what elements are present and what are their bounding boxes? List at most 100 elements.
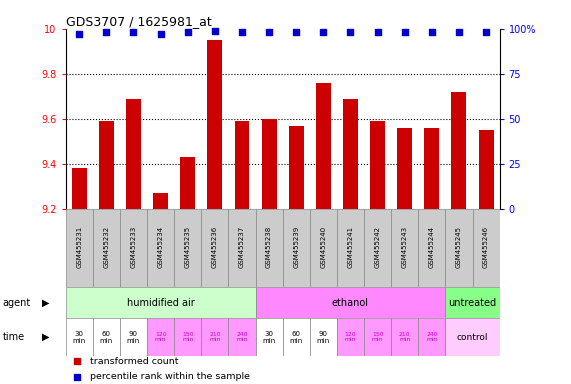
- Point: [129, 29, 138, 35]
- Text: GSM455231: GSM455231: [76, 225, 82, 268]
- Bar: [255, 287, 445, 318]
- Text: untreated: untreated: [448, 298, 497, 308]
- Bar: [424, 128, 439, 209]
- Point: [75, 31, 84, 37]
- Bar: [343, 99, 358, 209]
- Text: GSM455245: GSM455245: [456, 225, 462, 268]
- Bar: [174, 209, 202, 287]
- Bar: [235, 121, 250, 209]
- Text: 30
min: 30 min: [263, 331, 276, 344]
- Text: GDS3707 / 1625981_at: GDS3707 / 1625981_at: [66, 15, 211, 28]
- Text: GSM455238: GSM455238: [266, 225, 272, 268]
- Text: GSM455234: GSM455234: [158, 225, 164, 268]
- Bar: [309, 318, 337, 356]
- Bar: [391, 209, 418, 287]
- Bar: [202, 209, 228, 287]
- Point: [427, 29, 436, 35]
- Bar: [228, 318, 255, 356]
- Text: 30
min: 30 min: [73, 331, 86, 344]
- Point: [319, 29, 328, 35]
- Bar: [337, 209, 364, 287]
- Bar: [397, 128, 412, 209]
- Text: transformed count: transformed count: [90, 357, 178, 366]
- Point: [156, 31, 165, 37]
- Bar: [202, 318, 228, 356]
- Bar: [66, 318, 93, 356]
- Bar: [478, 130, 493, 209]
- Text: 150
min: 150 min: [372, 332, 383, 343]
- Bar: [66, 287, 255, 318]
- Bar: [445, 209, 473, 287]
- Bar: [289, 126, 304, 209]
- Text: ▶: ▶: [42, 298, 49, 308]
- Bar: [93, 209, 120, 287]
- Text: ethanol: ethanol: [332, 298, 369, 308]
- Bar: [72, 169, 87, 209]
- Bar: [147, 318, 174, 356]
- Bar: [126, 99, 141, 209]
- Bar: [207, 40, 222, 209]
- Text: GSM455244: GSM455244: [429, 225, 435, 268]
- Text: GSM455239: GSM455239: [293, 225, 299, 268]
- Text: GSM455243: GSM455243: [401, 225, 408, 268]
- Bar: [445, 287, 500, 318]
- Text: percentile rank within the sample: percentile rank within the sample: [90, 372, 250, 381]
- Text: GSM455236: GSM455236: [212, 225, 218, 268]
- Bar: [283, 209, 309, 287]
- Point: [400, 29, 409, 35]
- Bar: [93, 318, 120, 356]
- Bar: [418, 209, 445, 287]
- Text: 240
min: 240 min: [236, 332, 248, 343]
- Text: 60
min: 60 min: [289, 331, 303, 344]
- Text: 90
min: 90 min: [317, 331, 330, 344]
- Bar: [147, 209, 174, 287]
- Text: 60
min: 60 min: [100, 331, 113, 344]
- Text: 210
min: 210 min: [399, 332, 411, 343]
- Bar: [120, 209, 147, 287]
- Point: [264, 29, 274, 35]
- Text: 150
min: 150 min: [182, 332, 194, 343]
- Bar: [255, 209, 283, 287]
- Bar: [283, 318, 309, 356]
- Text: 90
min: 90 min: [127, 331, 140, 344]
- Text: ▶: ▶: [42, 332, 49, 342]
- Bar: [228, 209, 255, 287]
- Point: [373, 29, 382, 35]
- Text: agent: agent: [3, 298, 31, 308]
- Point: [183, 29, 192, 35]
- Bar: [255, 318, 283, 356]
- Text: GSM455232: GSM455232: [103, 225, 110, 268]
- Bar: [418, 318, 445, 356]
- Bar: [364, 209, 391, 287]
- Text: GSM455240: GSM455240: [320, 225, 327, 268]
- Bar: [473, 209, 500, 287]
- Text: GSM455246: GSM455246: [483, 225, 489, 268]
- Point: [238, 29, 247, 35]
- Bar: [452, 92, 467, 209]
- Text: GSM455235: GSM455235: [184, 225, 191, 268]
- Bar: [120, 318, 147, 356]
- Bar: [445, 318, 500, 356]
- Text: control: control: [457, 333, 488, 341]
- Point: [455, 29, 464, 35]
- Bar: [180, 157, 195, 209]
- Point: [210, 28, 219, 34]
- Point: [102, 29, 111, 35]
- Point: [292, 29, 301, 35]
- Text: GSM455242: GSM455242: [375, 225, 381, 268]
- Bar: [309, 209, 337, 287]
- Point: [481, 29, 490, 35]
- Text: GSM455237: GSM455237: [239, 225, 245, 268]
- Bar: [370, 121, 385, 209]
- Point: [346, 29, 355, 35]
- Text: 120
min: 120 min: [155, 332, 166, 343]
- Text: humidified air: humidified air: [127, 298, 195, 308]
- Bar: [66, 209, 93, 287]
- Bar: [391, 318, 418, 356]
- Bar: [174, 318, 202, 356]
- Text: 120
min: 120 min: [345, 332, 356, 343]
- Text: time: time: [3, 332, 25, 342]
- Bar: [262, 119, 276, 209]
- Text: 240
min: 240 min: [426, 332, 437, 343]
- Bar: [316, 83, 331, 209]
